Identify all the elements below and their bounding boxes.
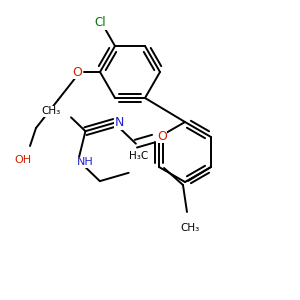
Text: OH: OH <box>14 155 32 165</box>
Text: O: O <box>72 65 82 79</box>
Text: CH₃: CH₃ <box>42 106 61 116</box>
Text: H₃C: H₃C <box>129 151 148 161</box>
Text: O: O <box>157 130 167 143</box>
Text: N: N <box>115 116 124 129</box>
Text: Cl: Cl <box>95 16 106 29</box>
Text: CH₃: CH₃ <box>180 223 200 233</box>
Text: NH: NH <box>77 157 94 167</box>
